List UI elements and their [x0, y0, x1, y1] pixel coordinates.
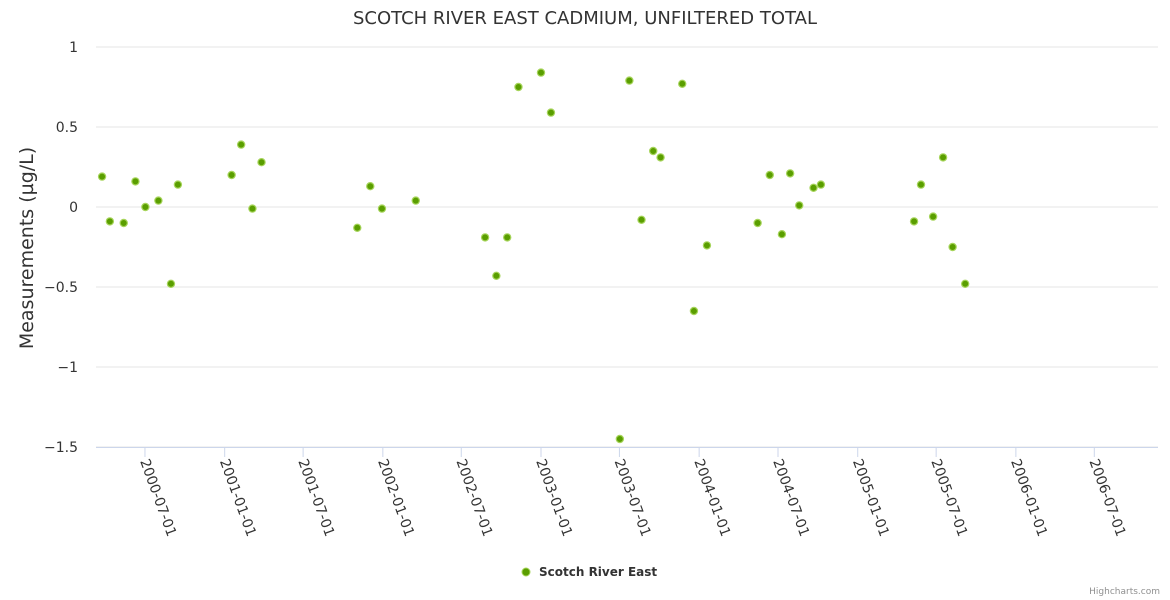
- data-point[interactable]: [141, 202, 150, 212]
- credits-link[interactable]: Highcharts.com: [1089, 587, 1160, 597]
- data-point[interactable]: [492, 271, 501, 280]
- y-tick-label: 0: [69, 200, 78, 216]
- data-point[interactable]: [227, 170, 236, 180]
- data-point[interactable]: [928, 212, 938, 221]
- data-point[interactable]: [948, 242, 957, 252]
- data-point[interactable]: [119, 218, 128, 228]
- y-tick-label: 1: [69, 40, 78, 56]
- data-point[interactable]: [777, 229, 787, 239]
- y-tick-label: −1: [57, 360, 78, 376]
- x-axis-ticks: 2000-07-01 2001-01-01 2001-07-01 2002-01-01…: [136, 447, 1128, 539]
- data-point[interactable]: [366, 181, 375, 191]
- data-point[interactable]: [166, 279, 176, 288]
- legend[interactable]: Scotch River East: [521, 565, 657, 579]
- data-point[interactable]: [625, 76, 634, 85]
- y-tick-label: 0.5: [56, 120, 78, 136]
- legend-label[interactable]: Scotch River East: [539, 565, 657, 579]
- x-tick-label: 2004-01-01: [690, 457, 733, 539]
- x-tick-label: 2001-01-01: [216, 457, 259, 539]
- series-scotch-river-east: [97, 68, 970, 444]
- data-point[interactable]: [656, 153, 665, 162]
- data-point[interactable]: [809, 183, 818, 192]
- x-tick-label: 2003-07-01: [611, 457, 654, 539]
- x-tick-label: 2003-01-01: [532, 457, 575, 539]
- data-point[interactable]: [637, 215, 646, 224]
- data-point[interactable]: [916, 180, 926, 189]
- data-point[interactable]: [960, 279, 970, 288]
- x-tick-label: 2001-07-01: [294, 457, 337, 539]
- data-point[interactable]: [480, 233, 490, 242]
- data-point[interactable]: [411, 196, 420, 205]
- x-tick-label: 2004-07-01: [769, 457, 812, 539]
- data-point[interactable]: [97, 172, 107, 181]
- data-point[interactable]: [536, 68, 546, 77]
- data-point[interactable]: [236, 140, 246, 149]
- data-point[interactable]: [765, 170, 774, 180]
- data-point[interactable]: [678, 79, 687, 89]
- x-tick-label: 2006-07-01: [1086, 457, 1129, 539]
- legend-marker: [521, 567, 531, 577]
- x-tick-label: 2005-01-01: [849, 457, 892, 539]
- data-point[interactable]: [546, 108, 556, 117]
- y-axis-ticks: 1 0.5 0 −0.5 −1 −1.5: [44, 40, 78, 456]
- data-point[interactable]: [257, 157, 266, 167]
- data-point[interactable]: [248, 204, 257, 213]
- data-point[interactable]: [702, 241, 712, 250]
- data-point[interactable]: [753, 218, 762, 228]
- data-point[interactable]: [154, 196, 163, 205]
- data-point[interactable]: [938, 153, 948, 162]
- data-point[interactable]: [816, 180, 826, 189]
- data-point[interactable]: [377, 204, 387, 213]
- y-tick-label: −1.5: [44, 440, 78, 456]
- x-tick-label: 2002-07-01: [453, 457, 496, 539]
- data-point[interactable]: [514, 82, 523, 92]
- data-point[interactable]: [105, 217, 115, 226]
- x-tick-label: 2000-07-01: [136, 457, 179, 539]
- y-axis-title: Measurements (µg/L): [16, 147, 38, 349]
- data-point[interactable]: [795, 201, 804, 210]
- data-point[interactable]: [909, 217, 919, 226]
- grid-lines: [96, 46, 1158, 448]
- x-tick-label: 2005-07-01: [927, 457, 970, 539]
- y-tick-label: −0.5: [44, 280, 78, 296]
- data-point[interactable]: [689, 306, 699, 316]
- data-point[interactable]: [649, 146, 658, 156]
- data-point[interactable]: [353, 223, 362, 232]
- data-point[interactable]: [131, 177, 140, 186]
- data-point[interactable]: [173, 180, 183, 189]
- data-point[interactable]: [502, 233, 512, 242]
- data-point[interactable]: [615, 434, 625, 444]
- chart-title: SCOTCH RIVER EAST CADMIUM, UNFILTERED TO…: [353, 8, 817, 29]
- data-point[interactable]: [785, 169, 795, 178]
- x-tick-label: 2002-01-01: [374, 457, 417, 539]
- x-tick-label: 2006-01-01: [1007, 457, 1050, 539]
